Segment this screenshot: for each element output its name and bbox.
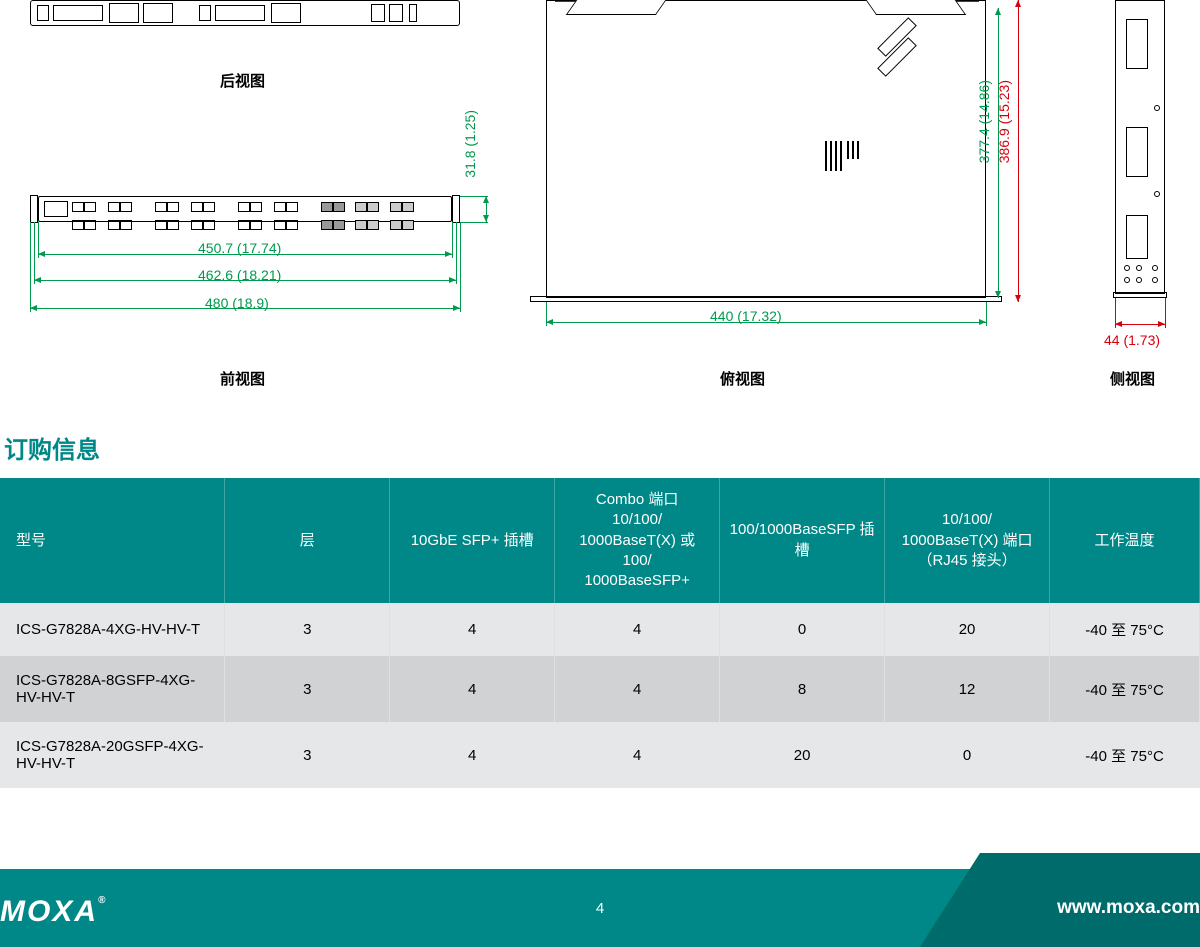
table-cell: 20 [720,722,885,788]
table-cell: 20 [885,603,1050,656]
top-view-label: 俯视图 [720,368,765,389]
table-cell: 3 [225,722,390,788]
table-row: ICS-G7828A-8GSFP-4XG-HV-HV-T344812-40 至 … [0,656,1200,722]
table-cell: 4 [555,656,720,722]
table-header-cell: Combo 端口10/100/1000BaseT(X) 或 100/1000Ba… [555,478,720,603]
rear-view-outline [30,0,460,26]
table-row: ICS-G7828A-20GSFP-4XG-HV-HV-T344200-40 至… [0,722,1200,788]
table-header-cell: 工作温度 [1050,478,1200,603]
page-footer: MOXA® 4 www.moxa.com [0,853,1200,947]
side-view-label: 侧视图 [1110,368,1155,389]
table-header-cell: 10/100/1000BaseT(X) 端口（RJ45 接头） [885,478,1050,603]
footer-url: www.moxa.com [1057,897,1200,919]
table-cell: 4 [390,722,555,788]
table-cell: 12 [885,656,1050,722]
table-cell: 4 [555,722,720,788]
table-cell: 0 [885,722,1050,788]
table-header-cell: 层 [225,478,390,603]
table-cell: ICS-G7828A-8GSFP-4XG-HV-HV-T [0,656,225,722]
dim-top-h2 [1018,0,1019,302]
table-cell: ICS-G7828A-20GSFP-4XG-HV-HV-T [0,722,225,788]
dim-front-h-text: 31.8 (1.25) [462,110,478,178]
table-row: ICS-G7828A-4XG-HV-HV-T344020-40 至 75°C [0,603,1200,656]
table-cell: ICS-G7828A-4XG-HV-HV-T [0,603,225,656]
footer-page-number: 4 [0,900,1200,917]
dim-top-h1-text: 377.4 (14.86) [976,80,992,163]
rear-view-label: 后视图 [220,70,265,91]
table-cell: -40 至 75°C [1050,656,1200,722]
front-view-label: 前视图 [220,368,265,389]
dim-side-w [1115,324,1165,325]
side-view-outline [1115,0,1165,294]
dim-front-w3-text: 480 (18.9) [205,295,269,311]
dim-top-h2-text: 386.9 (15.23) [996,80,1012,163]
dim-front-h [486,196,487,222]
table-cell: 4 [390,603,555,656]
dim-side-w-text: 44 (1.73) [1104,332,1160,348]
table-header-cell: 10GbE SFP+ 插槽 [390,478,555,603]
table-header-cell: 100/1000BaseSFP 插槽 [720,478,885,603]
ordering-info-table: 型号层10GbE SFP+ 插槽Combo 端口10/100/1000BaseT… [0,478,1200,788]
table-cell: -40 至 75°C [1050,722,1200,788]
table-cell: -40 至 75°C [1050,603,1200,656]
section-title: 订购信息 [4,430,100,465]
table-cell: 4 [390,656,555,722]
table-cell: 0 [720,603,885,656]
dim-top-w-text: 440 (17.32) [710,308,782,324]
table-cell: 4 [555,603,720,656]
table-header-cell: 型号 [0,478,225,603]
front-port-groups [72,199,414,219]
table-cell: 8 [720,656,885,722]
table-cell: 3 [225,603,390,656]
dim-front-w2-text: 462.6 (18.21) [198,267,281,283]
diagram-area: 后视图 [0,0,1200,400]
top-view-outline [546,0,986,298]
table-cell: 3 [225,656,390,722]
dim-front-w1-text: 450.7 (17.74) [198,240,281,256]
